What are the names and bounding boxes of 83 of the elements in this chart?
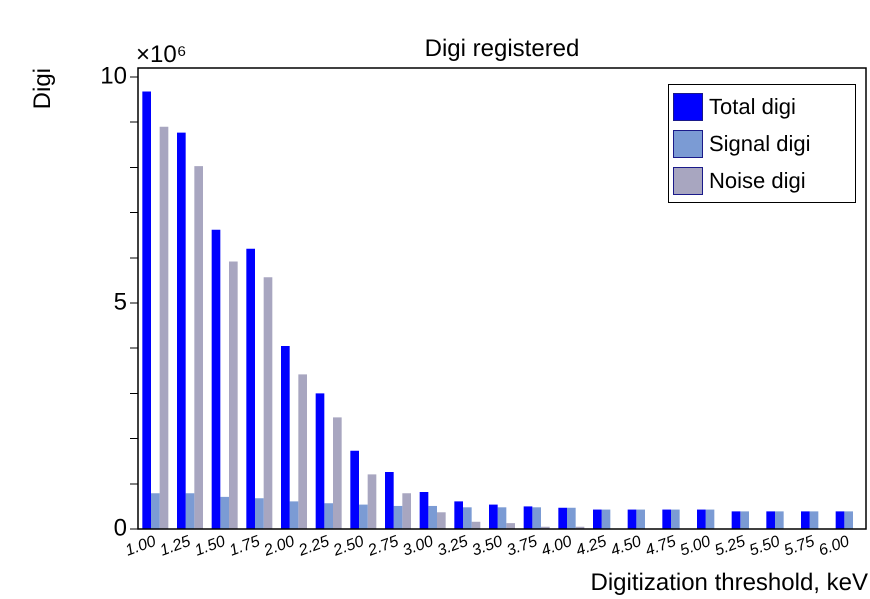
bar [636,510,645,528]
x-tick-label: 2.00 [260,532,297,560]
bar [220,496,229,528]
y-tick-label: 5 [114,288,127,316]
bar [177,132,186,528]
bar [628,510,636,528]
bar [558,508,567,528]
bar [368,474,376,528]
x-tick-label: 3.00 [400,532,436,560]
bar [298,374,307,528]
x-tick-label: 4.25 [574,532,609,560]
bar [246,248,255,528]
bar [567,508,576,528]
bar [151,493,160,528]
bar [498,507,506,528]
x-tick-label: 4.00 [539,532,574,560]
bar [506,523,515,528]
bar [662,510,671,528]
y-tick-label: 0 [114,514,127,542]
bar [212,230,220,528]
bar [463,507,472,528]
bar [290,501,298,528]
bar [810,511,818,528]
chart-title: Digi registered [424,35,580,62]
bar [359,504,368,528]
x-tick-label: 2.75 [364,532,401,560]
x-tick-label: 5.25 [712,532,748,560]
bar [255,498,264,528]
bar [264,277,272,528]
bar [333,417,342,528]
legend-label: Noise digi [709,166,806,195]
x-tick-label: 1.50 [192,532,228,560]
x-tick-label: 3.50 [470,532,505,560]
bar [324,503,333,528]
bar [281,346,290,528]
bar [437,512,446,528]
bar [836,511,844,528]
bar [350,450,359,528]
x-axis-title: Digitization threshold, keV [590,569,868,596]
x-tick-label: 6.00 [816,532,852,560]
annotation: ×10⁶ [136,41,187,68]
bar [697,510,706,528]
bar [385,472,394,528]
bar [229,261,238,528]
bar [489,504,498,528]
x-tick-label: 2.25 [296,532,332,560]
x-tick-label: 4.50 [608,532,644,560]
bar [801,511,810,528]
bar [142,92,151,528]
bar [593,510,602,528]
bar [602,510,610,528]
bar [766,511,775,528]
x-tick-label: 3.75 [504,532,540,560]
bar [316,393,324,528]
bar [402,493,411,528]
legend-label: Signal digi [709,130,811,158]
x-tick-label: 1.25 [158,532,193,560]
x-tick-label: 2.50 [330,532,366,560]
bar [740,511,749,528]
x-tick-label: 3.25 [435,532,470,560]
x-tick-label: 5.50 [747,532,782,560]
bar [194,166,203,528]
bar [472,522,480,528]
x-tick-label: 4.75 [643,532,678,560]
x-tick-label: 5.75 [782,532,817,560]
y-axis-title: Digi [29,68,56,110]
x-tick-label: 1.75 [227,532,262,560]
bar [524,506,532,528]
bar [732,511,740,528]
bar [428,506,437,528]
y-tick-label: 10 [100,62,127,90]
bar [420,492,428,528]
bar [671,510,680,528]
bar [186,493,194,528]
legend-label: Total digi [709,92,796,121]
bar [394,506,402,528]
bar [160,126,168,528]
bar [844,511,853,528]
bar [454,501,463,528]
bar [532,507,541,528]
bar [706,510,714,528]
bar [775,511,784,528]
x-tick-label: 5.00 [678,532,713,560]
